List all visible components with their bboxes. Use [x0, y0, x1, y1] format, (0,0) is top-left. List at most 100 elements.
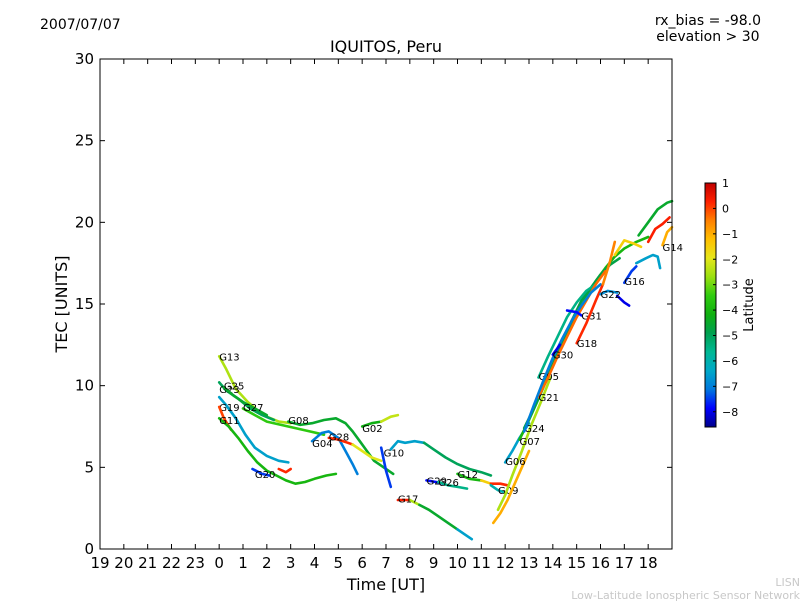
x-tick-label: 9 [429, 554, 439, 572]
x-tick-label: 10 [448, 554, 467, 572]
series-label: G18 [577, 339, 597, 350]
series-line [456, 528, 474, 541]
plot-frame [99, 58, 673, 550]
series-line [646, 216, 671, 244]
x-tick-label: 18 [639, 554, 658, 572]
series-line [489, 482, 509, 487]
series-g26: G26 [437, 478, 469, 490]
colorbar-tick-label: −2 [722, 253, 738, 266]
watermark: LISN Low-Latitude Ionospheric Sensor Net… [571, 576, 800, 602]
x-tick-label: 5 [334, 554, 344, 572]
series-line [389, 439, 426, 451]
series-label: G09 [498, 486, 518, 497]
series-label: G24 [524, 424, 544, 435]
series-line [422, 441, 493, 477]
series-line [575, 283, 605, 345]
series-label: G21 [539, 393, 559, 404]
y-axis-title: TEC [UNITS] [52, 256, 71, 354]
receiver-info: rx_bias = -98.0 elevation > 30 [655, 13, 761, 45]
date-label: 2007/07/07 [40, 17, 121, 33]
y-tick-label: 25 [75, 132, 94, 150]
y-tick-label: 30 [75, 50, 94, 68]
series-line [277, 467, 292, 474]
x-tick-label: 4 [310, 554, 320, 572]
series-g14: G14 [637, 199, 683, 254]
series-g02: G02 [360, 413, 400, 435]
series-label: G10 [384, 449, 404, 460]
series-g27: G27 [241, 403, 326, 436]
colorbar-tick-label: −1 [722, 228, 738, 241]
x-tick-label: 3 [286, 554, 296, 572]
x-tick-label: 14 [543, 554, 562, 572]
series-line [522, 283, 602, 433]
series-line [496, 376, 552, 512]
series-label: G08 [288, 416, 308, 427]
y-tick-label: 15 [75, 295, 94, 313]
series-label: G25 [224, 382, 244, 393]
x-tick-label: 21 [138, 554, 157, 572]
x-tick-label: 22 [162, 554, 181, 572]
series-line [408, 498, 421, 507]
series-line [217, 417, 338, 485]
series-line [379, 446, 393, 489]
series-g22: G22 [599, 239, 643, 307]
axis-layer: 19 20 21 22 23 0 1 2 3 4 5 6 7 8 9 10 11 12 13 14 15 16 17 1805… [75, 50, 672, 572]
series-label: G27 [243, 403, 263, 414]
x-tick-label: 8 [405, 554, 415, 572]
series-g11: G11 [217, 405, 338, 485]
series-line [456, 472, 483, 482]
colorbar-gradient [704, 182, 717, 428]
series-g30: G30 [522, 283, 602, 433]
series-line [537, 270, 607, 399]
chart-title: IQUITOS, Peru [329, 37, 443, 56]
series-line [418, 503, 459, 531]
x-tick-label: 12 [496, 554, 515, 572]
x-tick-label: 19 [90, 554, 109, 572]
series-g04: G04 [310, 430, 359, 476]
series-label: G22 [601, 290, 621, 301]
series-g16: G16 [623, 253, 662, 288]
x-tick-label: 23 [186, 554, 205, 572]
series-label: G11 [219, 416, 239, 427]
series-g31: G31 [565, 309, 602, 322]
series-line [480, 479, 493, 485]
series-line [613, 239, 643, 257]
series-line [360, 420, 383, 428]
y-tick-label: 10 [75, 377, 94, 395]
series-line [379, 413, 400, 423]
rx-bias-label: rx_bias = -98.0 [654, 13, 761, 29]
colorbar-label: Latitude [742, 278, 757, 332]
watermark-line1: LISN [775, 576, 800, 589]
series-label: G16 [624, 277, 644, 288]
x-tick-label: 16 [591, 554, 610, 572]
x-tick-label: 20 [114, 554, 133, 572]
series-label: G29 [427, 476, 447, 487]
series-line [635, 253, 662, 270]
series-g08: G08 [287, 416, 395, 476]
series-g12: G12 [456, 470, 509, 487]
series-line [637, 199, 674, 237]
watermark-line2: Low-Latitude Ionospheric Sensor Network [571, 589, 800, 602]
series-g17: G17 [396, 494, 474, 541]
elevation-label: elevation > 30 [656, 29, 760, 45]
series-line [492, 449, 531, 525]
series-line [537, 283, 597, 379]
y-tick-label: 20 [75, 213, 94, 231]
series-label: G04 [312, 439, 332, 450]
series-g28: G28 [327, 432, 383, 463]
x-tick-label: 15 [567, 554, 586, 572]
series-g20: G20 [251, 467, 292, 481]
x-tick-label: 1 [238, 554, 248, 572]
x-tick-label: 11 [472, 554, 491, 572]
colorbar-tick-label: −4 [722, 304, 738, 317]
series-line [327, 436, 354, 446]
colorbar-tick-label: −6 [722, 355, 738, 368]
colorbar-tick-label: −7 [722, 380, 738, 393]
x-tick-label: 13 [519, 554, 538, 572]
series-layer: G13G23G25G19G11G20G27G08G04G28G02G10G17G… [217, 199, 683, 541]
colorbar-tick-label: −3 [722, 279, 738, 292]
series-line [310, 430, 359, 476]
series-label: G02 [362, 424, 382, 435]
series-line [601, 240, 617, 286]
